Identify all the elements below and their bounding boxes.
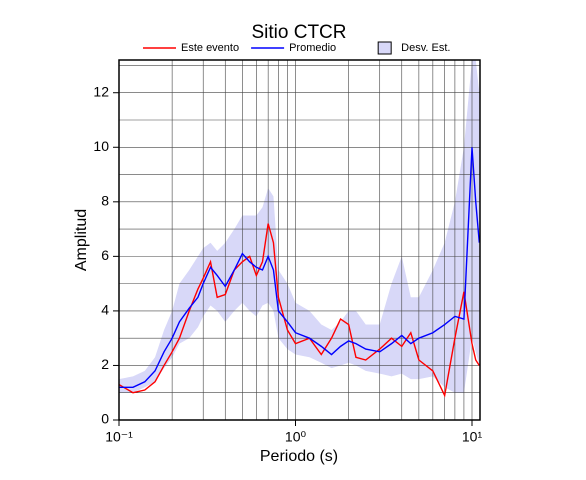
- legend-label: Promedio: [289, 42, 336, 54]
- x-axis-label: Periodo (s): [260, 448, 338, 465]
- plot-frame: [118, 59, 481, 421]
- y-tick-label: 4: [101, 302, 109, 318]
- y-tick-label: 0: [101, 411, 109, 427]
- y-tick-label: 8: [101, 193, 109, 209]
- legend-label: Desv. Est.: [401, 42, 450, 54]
- x-tick-label: 10⁰: [285, 429, 307, 445]
- chart-title: Sitio CTCR: [251, 22, 346, 43]
- plot-area: [119, 60, 480, 393]
- lines: [119, 147, 480, 398]
- y-tick-label: 10: [93, 138, 109, 154]
- y-axis-label: Amplitud: [73, 209, 90, 271]
- y-tick-label: 2: [101, 356, 109, 372]
- y-tick-label: 12: [93, 83, 109, 99]
- legend-swatch: [377, 41, 392, 55]
- x-tick-label: 10⁻¹: [105, 429, 133, 445]
- x-tick-label: 10¹: [462, 429, 483, 445]
- legend-label: Este evento: [181, 42, 239, 54]
- series-line: [119, 147, 480, 388]
- std-band: [119, 60, 480, 393]
- series-line: [119, 223, 480, 398]
- y-tick-label: 6: [101, 247, 109, 263]
